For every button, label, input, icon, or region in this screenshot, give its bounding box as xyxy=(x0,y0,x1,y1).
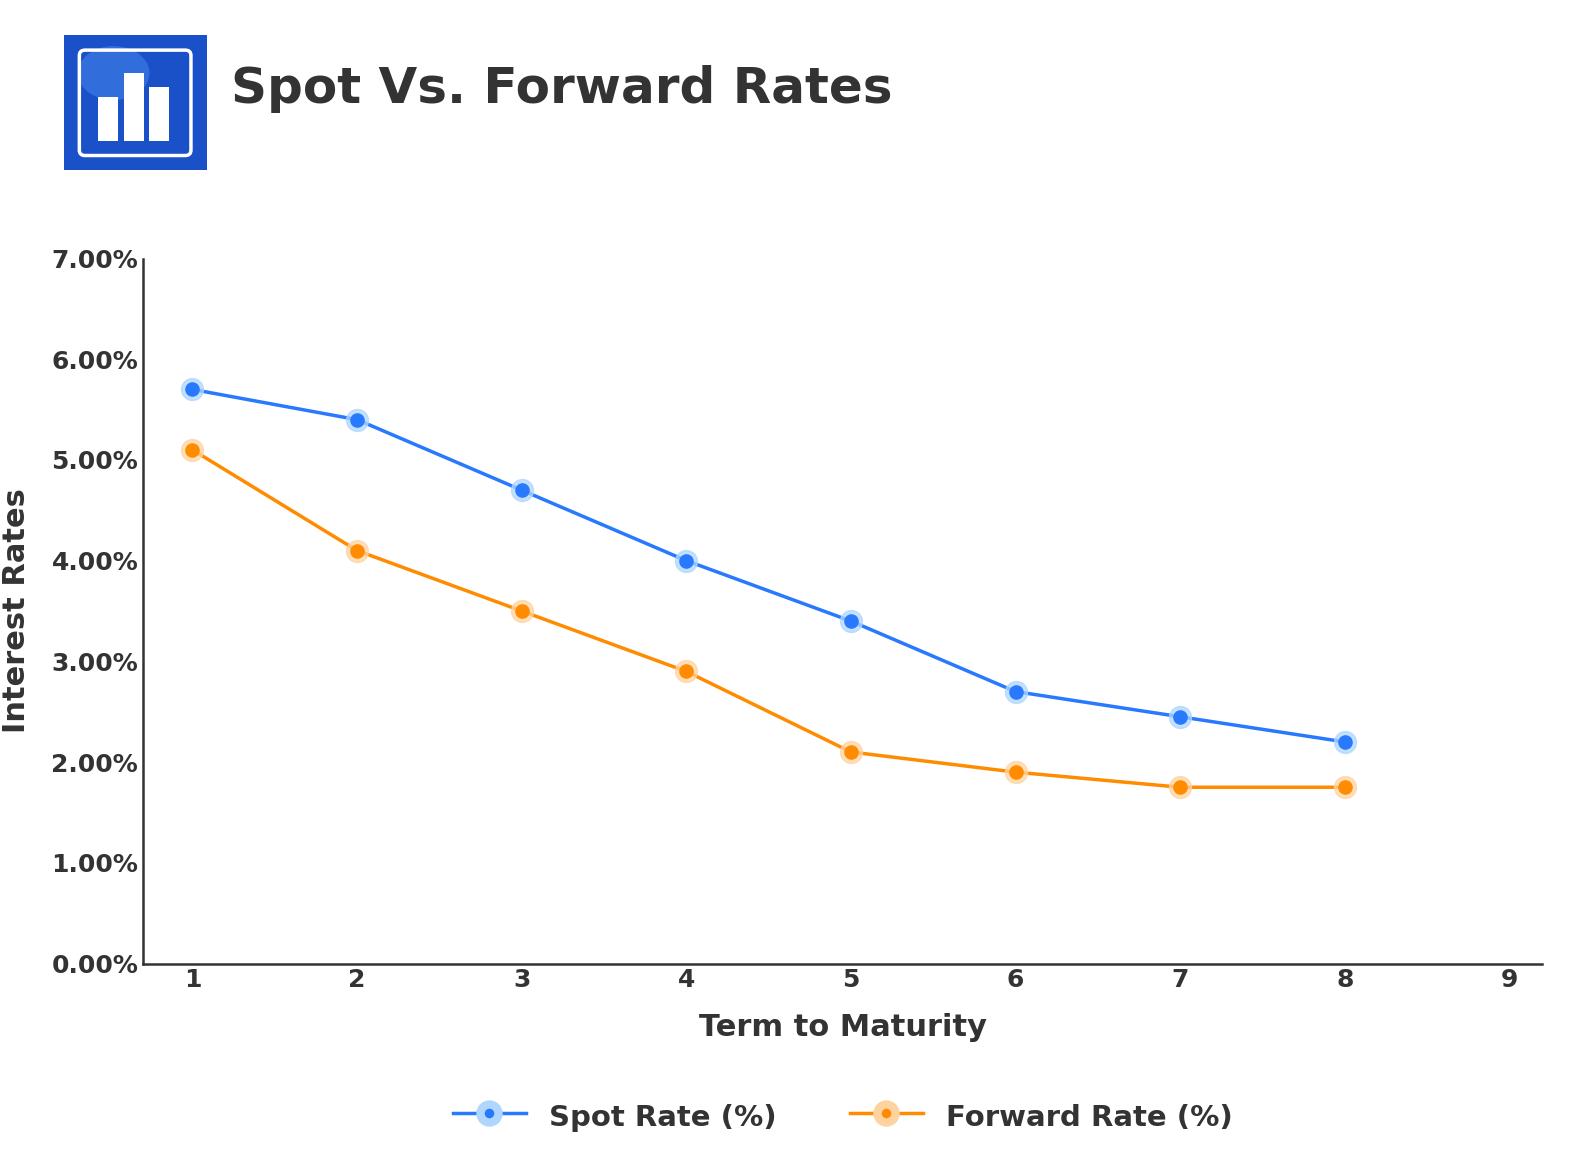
Point xyxy=(838,743,863,761)
Point xyxy=(674,551,700,570)
Point xyxy=(1003,683,1029,701)
Point xyxy=(838,612,863,631)
FancyBboxPatch shape xyxy=(54,26,216,180)
Point xyxy=(345,410,370,429)
Bar xyxy=(99,98,118,141)
Point xyxy=(674,551,700,570)
Point xyxy=(838,612,863,631)
Point xyxy=(838,743,863,761)
Point xyxy=(1167,778,1192,797)
Point xyxy=(1332,778,1358,797)
Point xyxy=(1003,683,1029,701)
Point xyxy=(1332,732,1358,751)
Point xyxy=(674,662,700,680)
Y-axis label: Interest Rates: Interest Rates xyxy=(2,489,30,733)
Point xyxy=(180,380,205,398)
Legend: Spot Rate (%), Forward Rate (%): Spot Rate (%), Forward Rate (%) xyxy=(440,1087,1245,1147)
Ellipse shape xyxy=(78,46,149,100)
Point xyxy=(674,662,700,680)
X-axis label: Term to Maturity: Term to Maturity xyxy=(698,1013,987,1042)
Point xyxy=(345,542,370,560)
Bar xyxy=(149,87,170,141)
Point xyxy=(509,602,534,620)
Point xyxy=(509,481,534,499)
Point xyxy=(509,481,534,499)
Point xyxy=(1332,778,1358,797)
Point xyxy=(345,410,370,429)
Point xyxy=(180,441,205,459)
Point xyxy=(1332,732,1358,751)
Point xyxy=(180,441,205,459)
Point xyxy=(345,542,370,560)
Point xyxy=(509,602,534,620)
Point xyxy=(1003,763,1029,781)
Bar xyxy=(124,73,143,141)
Point xyxy=(1167,707,1192,726)
Point xyxy=(1003,763,1029,781)
Point xyxy=(1167,707,1192,726)
Point xyxy=(1167,778,1192,797)
Point xyxy=(180,380,205,398)
Text: Spot Vs. Forward Rates: Spot Vs. Forward Rates xyxy=(231,65,892,113)
